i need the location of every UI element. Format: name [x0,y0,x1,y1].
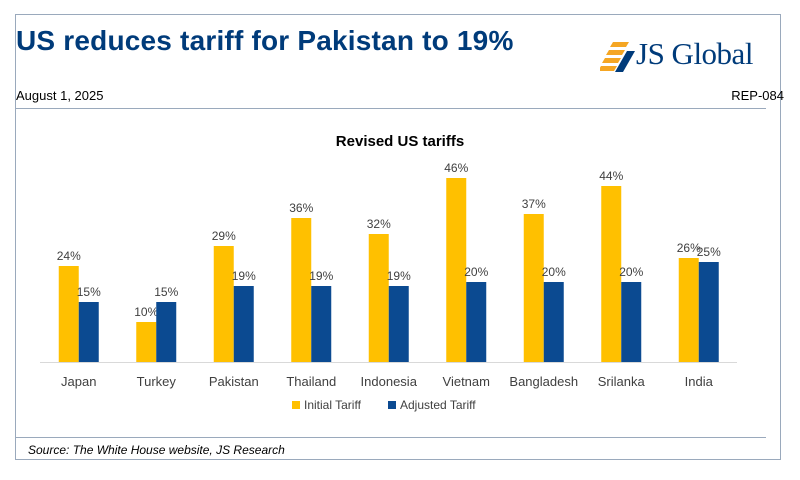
data-label-adjusted-india: 25% [697,245,721,259]
report-date: August 1, 2025 [16,88,104,103]
data-label-adjusted-vietnam: 20% [464,265,488,279]
bar-initial-india [678,258,699,362]
report-frame [15,14,781,460]
footer-divider [16,437,766,438]
bar-adjusted-vietnam [466,282,487,362]
data-label-initial-japan: 24% [57,249,81,263]
data-label-initial-vietnam: 46% [444,161,468,175]
bar-initial-thailand [291,218,312,362]
x-tick-indonesia: Indonesia [361,374,418,389]
bar-initial-vietnam [446,178,467,362]
data-label-adjusted-bangladesh: 20% [542,265,566,279]
headline: US reduces tariff for Pakistan to 19% [16,25,514,56]
bar-initial-pakistan [213,246,234,362]
data-label-initial-srilanka: 44% [599,169,623,183]
data-label-adjusted-srilanka: 20% [619,265,643,279]
data-label-initial-india: 26% [677,241,701,255]
bar-initial-turkey [136,322,157,362]
bar-adjusted-bangladesh [543,282,564,362]
data-label-adjusted-indonesia: 19% [387,269,411,283]
chart-title: Revised US tariffs [335,133,465,150]
x-tick-turkey: Turkey [137,374,177,389]
x-tick-pakistan: Pakistan [209,374,259,389]
data-label-initial-indonesia: 32% [367,217,391,231]
data-label-initial-bangladesh: 37% [522,197,546,211]
bar-adjusted-japan [78,302,99,362]
x-tick-vietnam: Vietnam [443,374,490,389]
brand-name: JS Global [636,36,753,71]
bar-initial-japan [58,266,79,362]
js-logo-mark-icon [600,42,635,72]
source-note: Source: The White House website, JS Rese… [28,443,285,457]
x-tick-srilanka: Srilanka [598,374,646,389]
header-divider [16,108,766,109]
bar-adjusted-indonesia [388,286,409,362]
data-label-adjusted-japan: 15% [77,285,101,299]
bar-initial-bangladesh [523,214,544,362]
js-global-logo: JS Global [600,34,770,76]
data-label-initial-turkey: 10% [134,305,158,319]
data-label-adjusted-turkey: 15% [154,285,178,299]
data-label-adjusted-pakistan: 19% [232,269,256,283]
data-label-adjusted-thailand: 19% [309,269,333,283]
bar-adjusted-pakistan [233,286,254,362]
bar-initial-indonesia [368,234,389,362]
x-tick-india: India [685,374,714,389]
x-tick-thailand: Thailand [286,374,336,389]
bar-adjusted-thailand [311,286,332,362]
bar-initial-srilanka [601,186,622,362]
bar-adjusted-turkey [156,302,177,362]
bar-adjusted-srilanka [621,282,642,362]
report-id: REP-084 [731,88,784,103]
x-tick-japan: Japan [61,374,96,389]
legend-label-adjusted: Adjusted Tariff [400,398,476,412]
legend-swatch-adjusted [388,401,396,409]
legend-label-initial: Initial Tariff [304,398,362,412]
data-label-initial-pakistan: 29% [212,229,236,243]
x-tick-bangladesh: Bangladesh [509,374,578,389]
bar-adjusted-india [698,262,719,362]
legend-swatch-initial [292,401,300,409]
data-label-initial-thailand: 36% [289,201,313,215]
tariff-bar-chart: 24% 15% Japan 10% 15% Turkey 29% 19% Pakistan 36%… [40,161,737,412]
